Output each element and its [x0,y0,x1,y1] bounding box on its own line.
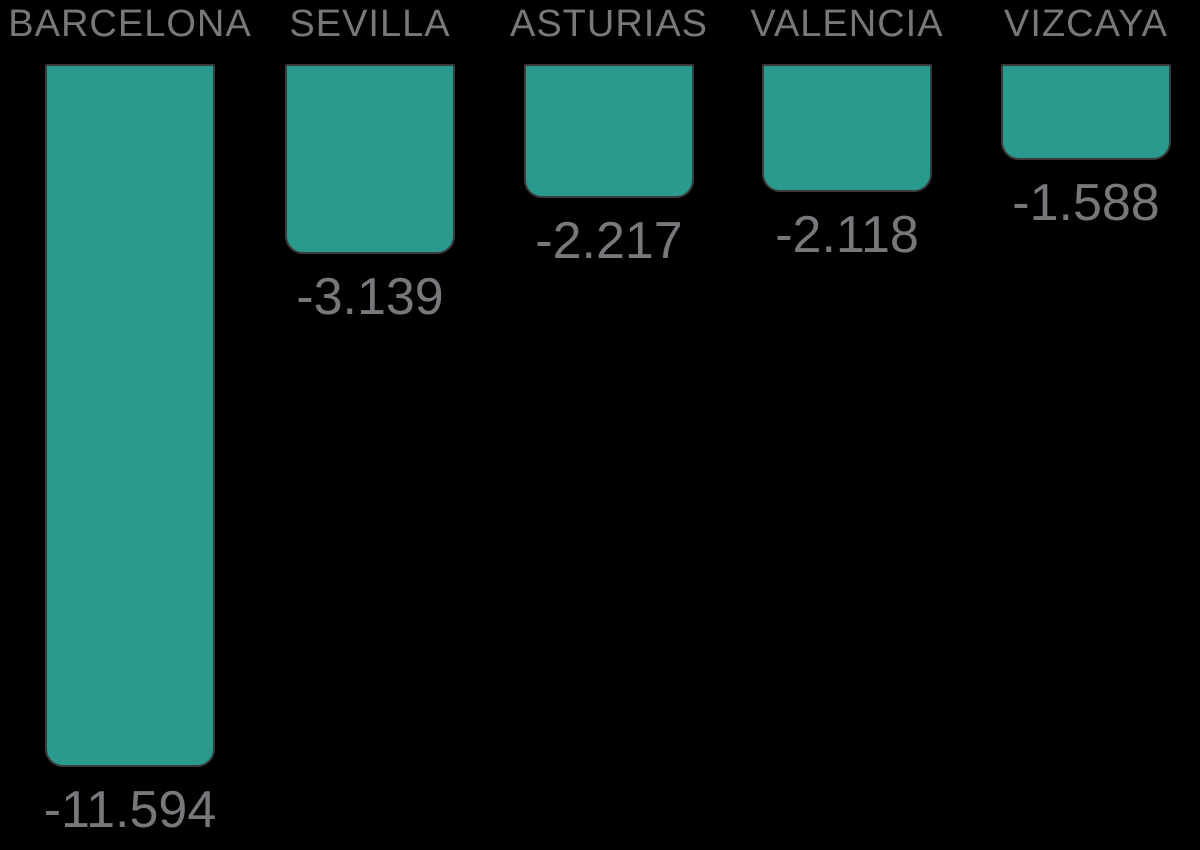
bar-barcelona [45,64,215,767]
category-label-barcelona: BARCELONA [8,3,252,45]
value-label-asturias: -2.217 [535,212,683,270]
bar-column-vizcaya: VIZCAYA -1.588 [1001,0,1171,850]
bar-vizcaya [1001,64,1171,160]
category-label-valencia: VALENCIA [750,3,944,45]
bar-valencia [762,64,932,192]
bar-column-sevilla: SEVILLA -3.139 [285,0,455,850]
bar-column-barcelona: BARCELONA -11.594 [8,0,250,850]
bar-asturias [524,64,694,198]
value-label-valencia: -2.118 [775,206,919,264]
value-label-barcelona: -11.594 [43,781,217,839]
category-label-vizcaya: VIZCAYA [1004,3,1168,45]
bar-column-valencia: VALENCIA -2.118 [750,0,942,850]
value-label-sevilla: -3.139 [296,268,444,326]
bar-column-asturias: ASTURIAS -2.217 [510,0,707,850]
value-label-vizcaya: -1.588 [1012,174,1160,232]
bar-sevilla [285,64,455,254]
category-label-asturias: ASTURIAS [509,3,709,45]
category-label-sevilla: SEVILLA [289,3,451,45]
